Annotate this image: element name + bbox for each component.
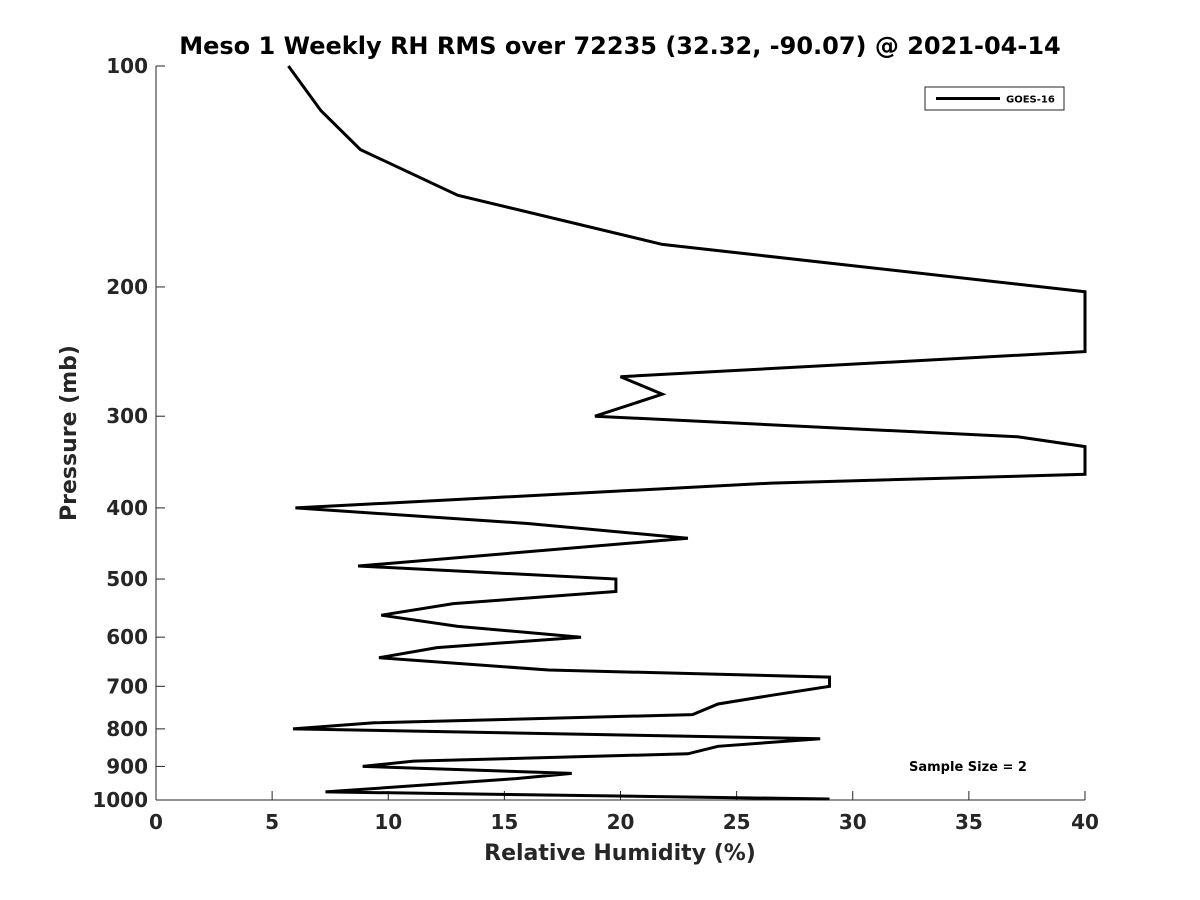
legend-label-goes-16: GOES-16	[1006, 95, 1055, 106]
y-tick-label: 500	[106, 567, 148, 591]
x-tick-label: 0	[149, 810, 163, 834]
x-tick-label: 15	[490, 810, 518, 834]
x-tick-label: 40	[1071, 810, 1099, 834]
y-tick-label: 700	[106, 674, 148, 698]
y-tick-label: 900	[106, 754, 148, 778]
y-tick-label: 200	[106, 275, 148, 299]
x-tick-label: 35	[955, 810, 983, 834]
x-tick-label: 10	[374, 810, 402, 834]
x-axis-ticks: 0 5 10 15 20 25 30 35 40	[149, 791, 1099, 834]
x-axis-label: Relative Humidity (%)	[484, 841, 756, 866]
y-axis-ticks: 100 200 300 400 500 600 700 800 900 1000	[92, 54, 165, 812]
x-tick-label: 5	[265, 810, 279, 834]
x-tick-label: 30	[839, 810, 867, 834]
x-tick-label: 25	[723, 810, 751, 834]
y-tick-label: 400	[106, 496, 148, 520]
y-axis-label: Pressure (mb)	[57, 345, 82, 521]
y-tick-label: 100	[106, 54, 148, 78]
x-tick-label: 20	[607, 810, 635, 834]
y-tick-label: 600	[106, 625, 148, 649]
y-tick-label: 1000	[92, 788, 148, 812]
sample-size-annotation: Sample Size = 2	[909, 760, 1027, 775]
chart-title: Meso 1 Weekly RH RMS over 72235 (32.32, …	[179, 32, 1061, 60]
legend: GOES-16	[924, 86, 1065, 111]
plot-area	[287, 65, 1087, 801]
y-tick-label: 300	[106, 404, 148, 428]
series-line-goes-16	[287, 65, 1087, 801]
y-tick-label: 800	[106, 717, 148, 741]
